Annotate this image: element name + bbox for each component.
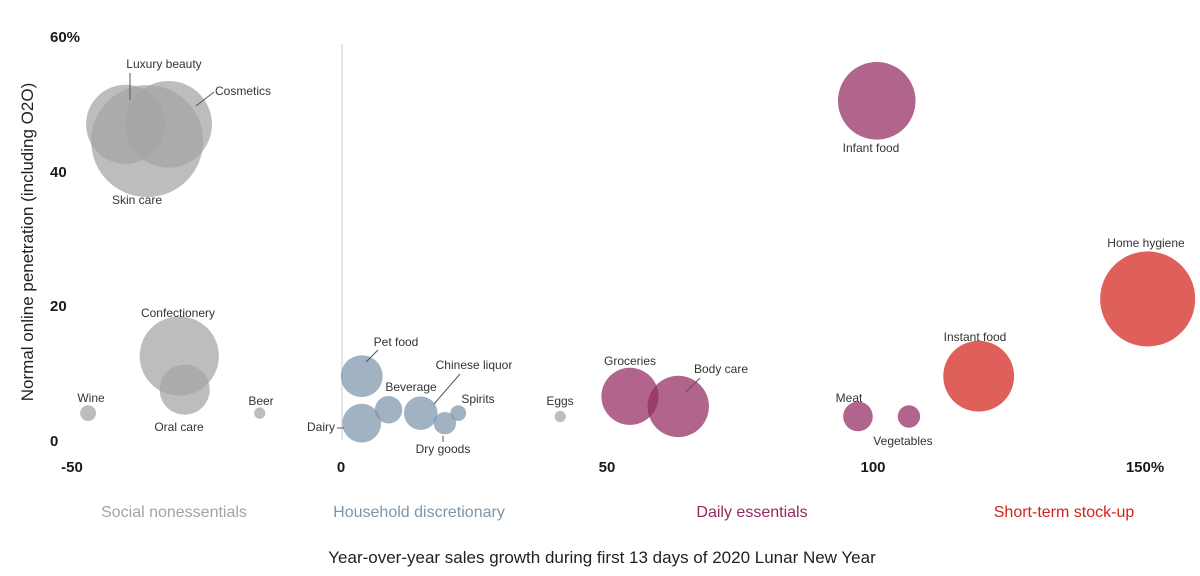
y-tick-label-40: 40 (50, 164, 67, 181)
y-tick-label-60: 60% (50, 29, 80, 46)
x-tick-label-100: 100 (860, 459, 885, 476)
bubble-luxury-beauty (86, 84, 166, 164)
x-tick-label-150: 150% (1126, 459, 1164, 476)
x-tick-label-50: 50 (599, 459, 616, 476)
leaders-layer (129, 73, 701, 442)
bubble-instant-food (943, 340, 1015, 412)
bubble-beverage (374, 396, 403, 424)
x-tick-label-0: 0 (337, 459, 345, 476)
bubble-vegetables (897, 405, 921, 428)
point-label-luxury-beauty: Luxury beauty (126, 57, 201, 71)
leader-line-cosmetics (195, 91, 215, 107)
point-labels-layer: Skin care Luxury beauty Cosmetics Confectio… (77, 57, 1185, 456)
point-label-groceries: Groceries (604, 354, 656, 368)
point-label-oral-care: Oral care (154, 420, 204, 434)
leader-line-pet-food (365, 349, 379, 363)
group-label-social-nonessentials: Social nonessentials (101, 504, 247, 521)
group-label-daily-essentials: Daily essentials (696, 504, 807, 521)
y-tick-label-20: 20 (50, 298, 67, 315)
point-label-cosmetics: Cosmetics (215, 84, 271, 98)
point-label-chinese-liquor: Chinese liquor (436, 358, 513, 372)
point-label-home-hygiene: Home hygiene (1107, 236, 1185, 250)
point-label-dairy: Dairy (307, 420, 335, 434)
y-tick-label-0: 0 (50, 433, 58, 450)
y-axis-title: Normal online penetration (including O2O… (18, 83, 37, 401)
group-label-short-term-stock-up: Short-term stock-up (994, 504, 1135, 521)
x-tick-label-neg50: -50 (61, 459, 83, 476)
bubble-groceries (601, 367, 659, 425)
group-label-household-discretionary: Household discretionary (333, 504, 505, 521)
point-label-beer: Beer (248, 394, 273, 408)
point-label-confectionery: Confectionery (141, 306, 215, 320)
point-label-vegetables: Vegetables (873, 434, 932, 448)
leader-line-chinese-liquor (433, 373, 461, 405)
point-label-beverage: Beverage (385, 380, 437, 394)
bubble-dairy (342, 403, 382, 443)
bubble-chinese-liquor (403, 396, 438, 430)
x-axis-title: Year-over-year sales growth during first… (328, 548, 876, 567)
bubble-body-care (647, 375, 709, 438)
leader-line-body-care (685, 377, 701, 393)
point-label-meat: Meat (836, 391, 863, 405)
bubble-meat (843, 401, 873, 432)
bubble-beer (254, 407, 266, 419)
point-label-dry-goods: Dry goods (416, 442, 471, 456)
bubble-infant-food (837, 62, 916, 140)
bubble-wine (80, 405, 97, 422)
point-label-infant-food: Infant food (843, 141, 900, 155)
bubble-spirits (450, 405, 467, 422)
point-label-skin-care: Skin care (112, 193, 162, 207)
point-label-body-care: Body care (694, 362, 748, 376)
point-label-pet-food: Pet food (374, 335, 419, 349)
point-label-spirits: Spirits (461, 392, 494, 406)
bubble-pet-food (340, 355, 383, 398)
bubble-home-hygiene (1100, 251, 1196, 347)
bubble-eggs (554, 410, 566, 423)
bubbles-layer (80, 62, 1196, 443)
bubble-dry-goods (433, 412, 457, 435)
point-label-eggs: Eggs (546, 394, 573, 408)
bubble-oral-care (159, 364, 210, 415)
point-label-wine: Wine (77, 391, 105, 405)
point-label-instant-food: Instant food (944, 330, 1007, 344)
